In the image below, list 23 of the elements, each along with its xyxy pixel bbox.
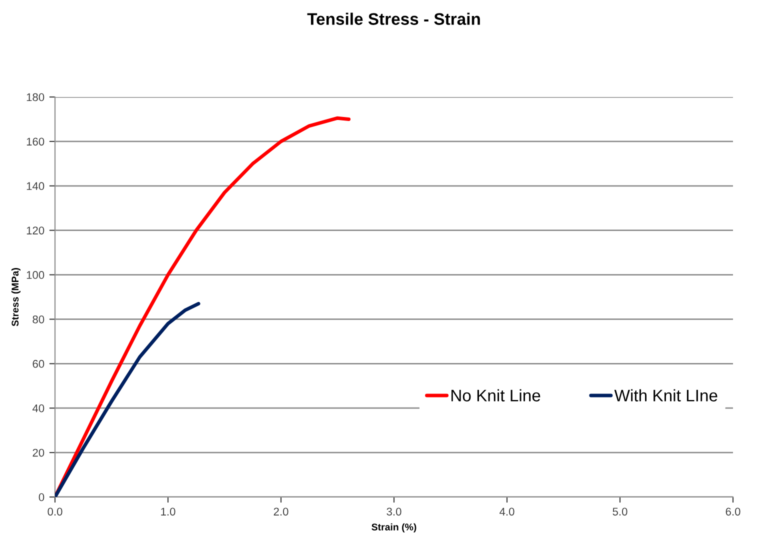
line-series — [55, 302, 200, 497]
x-tick-label: 4.0 — [500, 508, 514, 516]
x-tick-label: 1.0 — [161, 508, 176, 516]
x-tick-label: 6.0 — [726, 508, 740, 516]
y-tick-label: 100 — [26, 271, 44, 279]
x-tick-label: 5.0 — [612, 508, 628, 516]
x-axis-title: Strain (%) — [372, 523, 416, 532]
legend-label: No Knit Line — [451, 389, 540, 402]
y-tick-label: 40 — [32, 404, 44, 412]
chart-title: Tensile Stress - Strain — [307, 12, 480, 25]
y-tick-label: 140 — [26, 182, 44, 190]
y-tick-label: 120 — [26, 226, 44, 234]
y-tick-label: 160 — [26, 138, 44, 146]
y-axis-title: Stress (MPa) — [11, 268, 20, 326]
x-tick-label: 2.0 — [274, 508, 288, 516]
x-tick-label: 0.0 — [48, 508, 62, 516]
y-tick-label: 20 — [32, 448, 44, 457]
y-tick-label: 60 — [32, 360, 44, 368]
y-tick-label: 0 — [38, 493, 44, 502]
x-tick-label: 3.0 — [386, 508, 402, 516]
y-tick-label: 180 — [26, 93, 44, 102]
legend-label: With Knit LIne — [614, 389, 718, 402]
y-tick-label: 80 — [32, 315, 44, 324]
